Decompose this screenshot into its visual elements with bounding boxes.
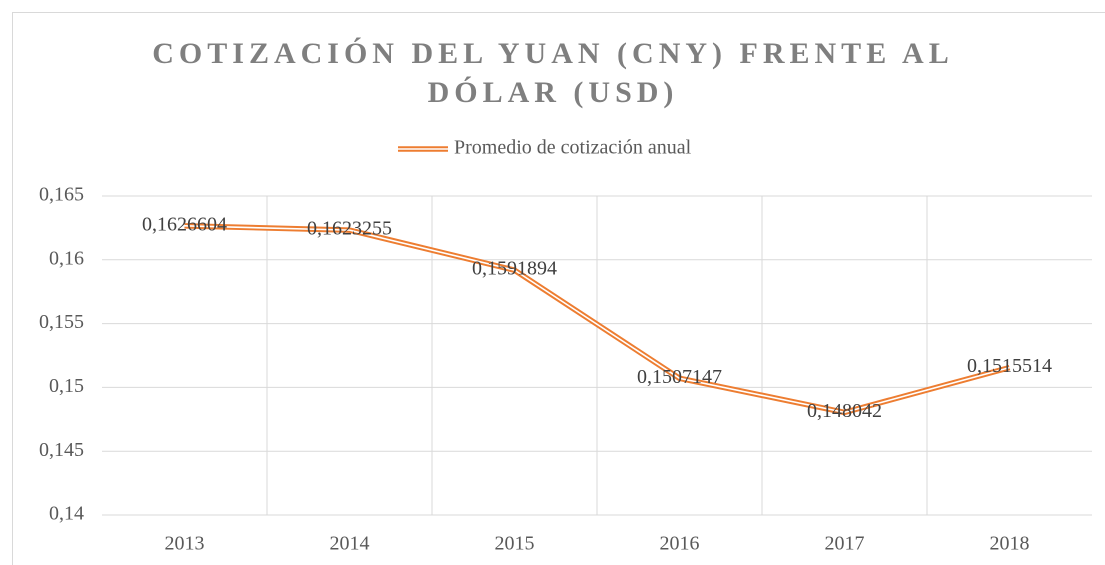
chart-border	[12, 12, 1105, 565]
data-label: 0,1507147	[637, 366, 722, 388]
x-tick-label: 2016	[660, 533, 700, 555]
chart-title: COTIZACIÓN DEL YUAN (CNY) FRENTE AL	[152, 37, 953, 70]
x-tick-label: 2017	[825, 533, 865, 555]
data-label: 0,1626604	[142, 213, 227, 235]
data-label: 0,1515514	[967, 355, 1052, 377]
x-tick-label: 2018	[990, 533, 1030, 555]
x-tick-label: 2014	[330, 533, 370, 555]
y-tick-label: 0,15	[49, 375, 84, 397]
x-tick-label: 2013	[165, 533, 205, 555]
y-tick-label: 0,14	[49, 503, 84, 525]
y-tick-label: 0,165	[39, 184, 84, 206]
y-tick-label: 0,16	[49, 247, 84, 269]
data-label: 0,1591894	[472, 258, 557, 280]
legend-label: Promedio de cotización anual	[454, 137, 692, 159]
chart-title: DÓLAR (USD)	[428, 76, 679, 109]
data-label: 0,1623255	[307, 218, 392, 240]
y-tick-label: 0,155	[39, 311, 84, 333]
x-tick-label: 2015	[495, 533, 535, 555]
data-label: 0,148042	[807, 400, 882, 422]
line-series-inner	[184, 225, 1010, 414]
y-tick-label: 0,145	[39, 439, 84, 461]
